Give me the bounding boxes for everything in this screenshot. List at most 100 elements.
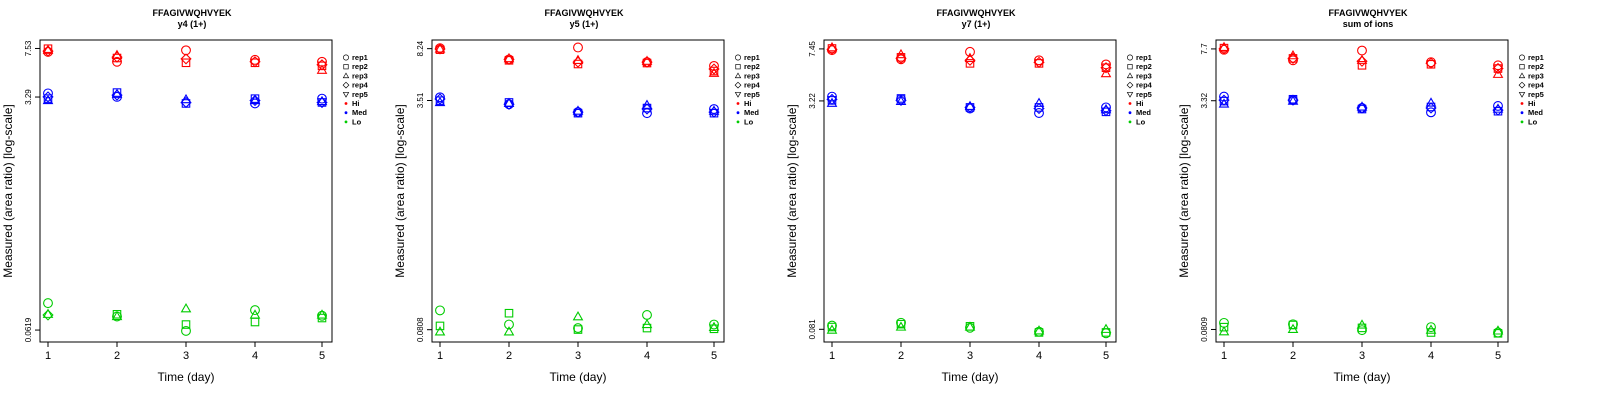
legend-label-rep1: rep1 [1136,53,1152,62]
data-point-med-rep4-day3 [1356,102,1368,114]
data-point-med-rep4-day3 [964,101,976,114]
data-point-hi-rep1-day4 [250,54,260,65]
data-point-med-rep4-day2 [503,98,515,110]
data-point-hi-rep2-day3 [181,58,191,68]
chart-title: FFAGIVWQHVYEK [152,8,232,18]
data-point-med-rep1-day5 [709,104,719,114]
data-point-lo-rep3-day1 [42,308,54,318]
data-point-hi-rep4-day3 [180,53,192,65]
data-point-lo-rep3-day5 [1492,325,1504,335]
y-tick-label: 0.0808 [416,317,425,342]
chart-title: FFAGIVWQHVYEK [936,8,1016,18]
x-tick-label: 1 [45,350,51,362]
x-axis-label: Time (day) [1334,370,1391,384]
legend-label-rep3: rep3 [1528,71,1544,80]
legend-dot-med [1520,111,1524,115]
data-point-med-rep1-day5 [1101,102,1111,113]
data-point-hi-rep3-day5 [316,64,328,74]
data-point-lo-rep1-day4 [642,310,652,320]
legend-marker-rep4 [1518,81,1526,89]
legend-marker-rep1 [343,54,349,61]
data-point-med-rep4-day5 [708,106,720,118]
data-point-med-rep1-day4 [1034,108,1044,118]
data-point-med-rep1-day1 [1219,91,1229,102]
legend-dot-hi [344,102,348,105]
data-point-lo-rep3-day5 [316,309,328,319]
data-point-hi-rep4-day4 [1033,56,1045,68]
data-point-lo-rep3-day1 [1218,325,1230,336]
data-point-lo-rep2-day1 [827,322,837,332]
data-point-lo-rep2-day2 [112,309,122,319]
legend-marker-rep5 [734,92,742,98]
data-point-lo-rep1-day1 [435,305,445,316]
chart-title: FFAGIVWQHVYEK [544,8,624,18]
data-point-hi-rep4-day2 [111,51,123,63]
data-point-med-rep3-day4 [249,94,261,105]
data-point-hi-rep2-day5 [1101,63,1111,73]
data-point-hi-rep3-day2 [503,52,515,63]
y-axis-label: Measured (area ratio) [log-scale] [393,104,407,277]
data-point-hi-rep3-day1 [434,43,446,53]
data-point-med-rep1-day1 [827,91,837,102]
data-point-hi-rep4-day4 [249,56,261,68]
data-point-lo-rep2-day2 [504,308,514,318]
data-point-lo-rep3-day4 [641,318,653,329]
legend-dot-hi [736,102,740,105]
plot-frame [1215,39,1509,343]
legend-marker-rep3 [1518,72,1526,79]
legend-label-rep5: rep5 [352,90,368,99]
data-point-hi-rep1-day3 [573,42,583,53]
data-point-med-rep1-day5 [317,93,327,104]
data-point-lo-rep1-day3 [573,323,583,334]
data-point-lo-rep1-day3 [1357,325,1367,336]
legend-dot-med [1128,111,1132,115]
x-axis-label: Time (day) [942,370,999,384]
legend-label-rep2: rep2 [352,62,368,71]
legend-marker-rep2 [1519,64,1525,70]
data-point-med-rep1-day1 [435,92,445,103]
legend-label-rep4: rep4 [352,81,369,90]
data-point-med-rep4-day3 [572,106,584,118]
legend-dot-hi [1128,102,1132,105]
data-point-hi-rep4-day2 [895,52,907,64]
data-point-lo-rep4-day1 [42,309,54,321]
data-point-med-rep3-day5 [316,95,328,106]
data-point-med-rep3-day2 [895,95,907,105]
data-point-hi-rep1-day4 [1034,55,1044,66]
data-point-med-rep3-day3 [1356,101,1368,111]
x-tick-label: 2 [898,350,904,362]
legend-marker-rep1 [735,54,741,61]
x-tick-label: 5 [319,350,325,362]
legend-marker-rep3 [1126,72,1134,79]
data-point-med-rep4-day4 [249,94,261,107]
legend-marker-rep2 [1127,64,1133,70]
data-point-lo-rep1-day2 [504,319,514,330]
data-point-med-rep3-day3 [572,105,584,115]
legend-label-rep1: rep1 [1528,53,1544,62]
data-point-lo-rep2-day3 [181,320,191,329]
data-point-med-rep4-day4 [641,103,653,115]
data-point-lo-rep3-day2 [1287,323,1299,334]
data-point-med-rep1-day4 [1426,107,1436,118]
legend-label-rep1: rep1 [352,53,368,62]
legend-label-rep3: rep3 [1136,71,1152,80]
legend-label-lo: Lo [352,117,362,126]
data-point-med-rep3-day2 [1287,95,1299,105]
legend-label-med: Med [1528,108,1543,117]
data-point-hi-rep4-day5 [1492,62,1504,75]
legend-label-rep1: rep1 [744,53,760,62]
data-point-med-rep3-day5 [708,105,720,115]
legend-label-rep2: rep2 [1528,62,1544,71]
data-point-med-rep4-day1 [1218,94,1230,106]
data-point-hi-rep1-day2 [1288,55,1298,66]
data-point-lo-rep2-day2 [1288,320,1298,330]
data-point-lo-rep3-day3 [180,303,192,313]
legend-dot-med [344,111,348,115]
data-point-med-rep1-day1 [43,88,53,99]
data-point-med-rep1-day5 [1493,100,1503,111]
data-point-lo-rep3-day4 [1033,325,1045,335]
chart-subtitle: y4 (1+) [178,19,207,29]
data-point-hi-rep1-day5 [709,60,719,71]
